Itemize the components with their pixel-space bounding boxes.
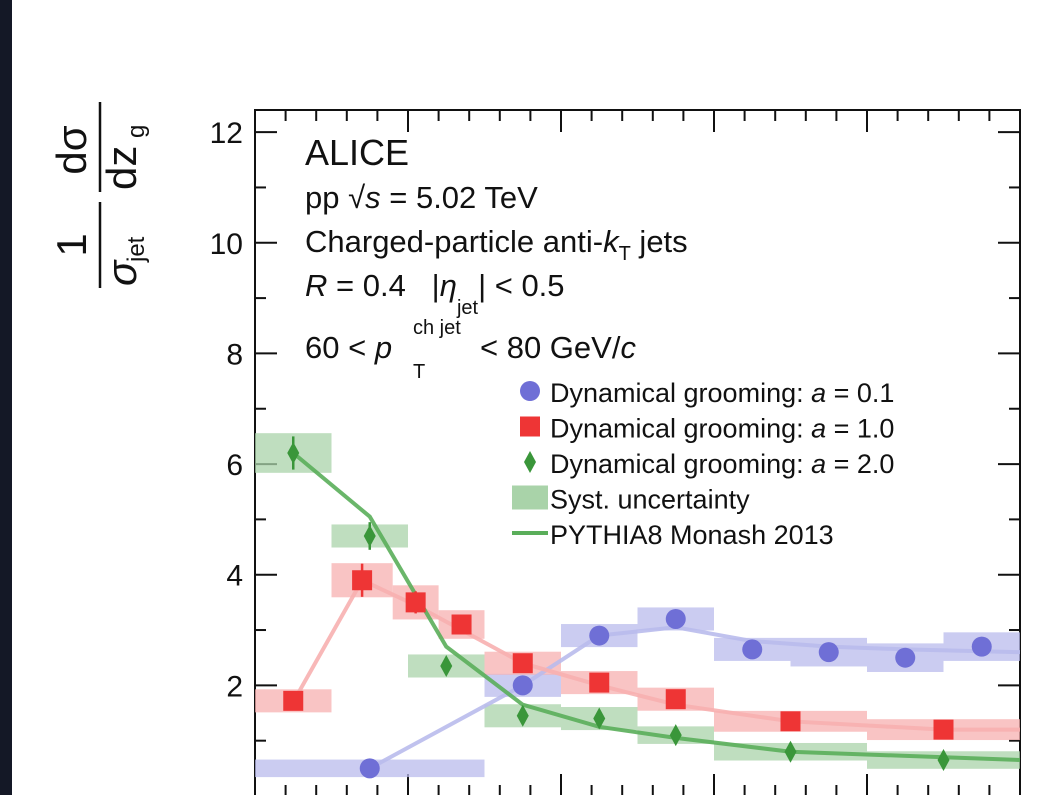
marker: [669, 724, 682, 747]
annotation-part: s: [365, 180, 381, 215]
y-axis-label: 1 σ jet dσ dz g: [48, 102, 150, 288]
marker: [665, 608, 686, 629]
y-tick-label: 8: [226, 338, 243, 371]
marker: [780, 711, 801, 732]
y-label-part: σ: [98, 259, 145, 286]
marker: [283, 690, 304, 711]
annotation-part: T: [619, 243, 631, 265]
marker: [593, 707, 606, 730]
legend-label-part: = 2.0: [826, 449, 894, 479]
marker: [971, 636, 992, 657]
annotation-part: jets: [631, 224, 688, 259]
marker: [516, 704, 529, 727]
y-tick-label: 10: [210, 228, 243, 261]
y-label-part: g: [123, 125, 150, 138]
y-label-part: jet: [123, 236, 150, 263]
marker: [524, 451, 536, 473]
model-line: [368, 625, 1021, 771]
marker: [520, 381, 540, 401]
marker: [937, 749, 950, 772]
marker: [451, 614, 472, 635]
legend-label-part: Dynamical grooming:: [550, 449, 811, 479]
y-label-part: dσ: [48, 125, 95, 174]
annotation-part: k: [603, 224, 620, 259]
window-edge: [0, 0, 12, 795]
annotation: pp √s = 5.02 TeV: [305, 180, 538, 215]
legend-label: Syst. uncertainty: [550, 485, 750, 515]
annotation-part: = 5.02 TeV: [381, 180, 538, 215]
marker: [742, 639, 763, 660]
annotation: 60 < p: [305, 330, 392, 365]
marker: [287, 442, 300, 464]
annotation-part: = 0.4 |: [327, 268, 439, 303]
annotation-part: < 80 GeV/: [480, 330, 621, 365]
y-tick-label: 6: [226, 449, 243, 482]
model-line: [291, 577, 1020, 732]
marker: [589, 672, 610, 693]
annotation-part: T: [413, 361, 425, 383]
y-tick-label: 4: [226, 560, 243, 593]
legend-label: Dynamical grooming: a = 0.1: [550, 378, 894, 408]
legend-label-part: = 1.0: [826, 414, 894, 444]
annotation-part: 60 <: [305, 330, 375, 365]
annotation-part: c: [620, 330, 636, 365]
experiment-label: ALICE: [305, 132, 409, 173]
legend-label: Dynamical grooming: a = 1.0: [550, 414, 894, 444]
annotation-part: jet: [456, 297, 479, 319]
y-label-part: dσ: [48, 125, 95, 174]
marker: [405, 592, 426, 613]
annotation-part: Charged-particle anti-: [305, 224, 603, 259]
legend-label-part: a: [811, 414, 826, 444]
plot-area: 2 4 6 8 10 12: [210, 109, 1021, 795]
y-label-part: 1: [48, 233, 95, 256]
marker: [665, 689, 686, 710]
annotation: < 80 GeV/c: [480, 330, 636, 365]
annotation: R = 0.4 |ηjet| < 0.5: [305, 268, 565, 319]
marker: [933, 719, 954, 740]
annotation-part: pp: [305, 180, 348, 215]
marker: [589, 625, 610, 646]
legend-label-part: = 0.1: [826, 378, 894, 408]
marker: [784, 740, 797, 763]
annotation-part: η: [440, 268, 457, 303]
marker: [818, 642, 839, 663]
legend-label-part: Dynamical grooming:: [550, 378, 811, 408]
legend-label-part: Dynamical grooming:: [550, 414, 811, 444]
legend-label-part: a: [811, 378, 826, 408]
marker: [363, 524, 376, 547]
marker: [352, 570, 373, 591]
annotation-part: √: [348, 180, 365, 215]
marker: [520, 416, 540, 437]
annotation-part: | < 0.5: [478, 268, 564, 303]
y-tick-label: 2: [226, 670, 243, 703]
legend-syst: [512, 485, 548, 510]
annotation-part: ch jet: [413, 317, 461, 339]
y-label-part: dz: [98, 146, 145, 190]
marker: [440, 654, 453, 677]
marker: [359, 758, 380, 779]
annotation-part: R: [305, 268, 327, 303]
annotation: Charged-particle anti-kT jets: [305, 224, 688, 265]
model-line: [291, 451, 1021, 763]
legend-label-part: a: [811, 449, 826, 479]
legend-label: Dynamical grooming: a = 2.0: [550, 449, 894, 479]
legend-label: PYTHIA8 Monash 2013: [550, 520, 834, 550]
marker: [512, 653, 533, 674]
y-tick-label: 12: [210, 117, 243, 150]
marker: [895, 647, 916, 668]
marker: [512, 675, 533, 696]
annotation-part: p: [374, 330, 392, 365]
